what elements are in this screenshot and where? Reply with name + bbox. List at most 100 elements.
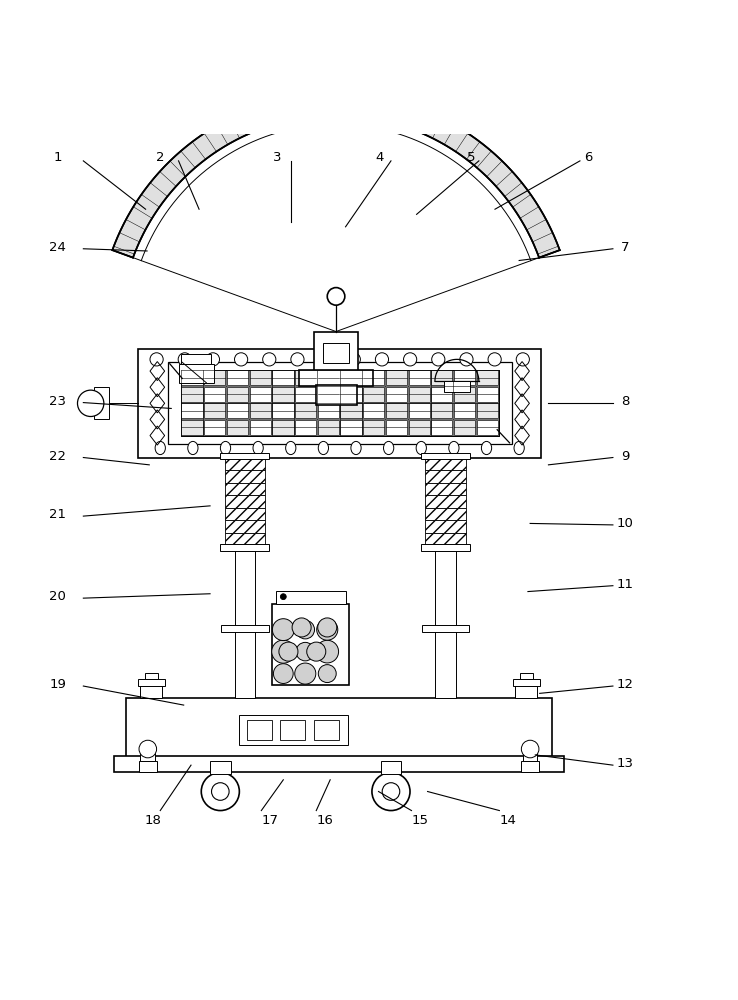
Bar [314, 720, 339, 740]
Bar [276, 591, 345, 604]
Circle shape [319, 353, 332, 366]
Circle shape [318, 618, 337, 637]
Bar [182, 370, 203, 385]
Bar [425, 458, 466, 470]
Bar [340, 370, 362, 385]
Ellipse shape [481, 441, 492, 455]
Circle shape [150, 353, 163, 366]
Bar [477, 387, 498, 402]
Bar [421, 544, 470, 551]
Bar [204, 420, 225, 435]
Bar [318, 403, 339, 418]
Ellipse shape [384, 441, 394, 455]
Ellipse shape [351, 441, 361, 455]
Bar [386, 387, 407, 402]
Text: 18: 18 [145, 814, 162, 827]
Text: 5: 5 [467, 151, 476, 164]
Bar [272, 420, 294, 435]
Circle shape [296, 620, 314, 639]
Circle shape [460, 353, 473, 366]
Bar [227, 403, 248, 418]
Bar [477, 420, 498, 435]
Circle shape [327, 288, 345, 305]
Bar [340, 420, 362, 435]
Bar [386, 420, 407, 435]
Bar [227, 420, 248, 435]
Ellipse shape [318, 441, 328, 455]
Circle shape [272, 640, 295, 663]
Bar [425, 495, 466, 508]
Bar [114, 756, 564, 772]
Bar [363, 387, 384, 402]
Bar [137, 679, 165, 686]
Circle shape [279, 642, 298, 661]
Text: 22: 22 [49, 450, 66, 463]
Bar [221, 544, 269, 551]
Bar [182, 387, 203, 402]
Bar [125, 698, 552, 758]
Circle shape [178, 353, 191, 366]
Bar [316, 385, 356, 405]
Text: 23: 23 [49, 395, 66, 408]
Circle shape [77, 390, 104, 417]
Circle shape [296, 642, 314, 661]
Bar [139, 761, 156, 772]
Text: 1: 1 [53, 151, 62, 164]
Bar [94, 387, 109, 419]
Bar [272, 604, 349, 685]
Ellipse shape [187, 441, 198, 455]
Circle shape [207, 353, 219, 366]
Text: 12: 12 [617, 678, 634, 691]
Bar [272, 403, 294, 418]
Bar [227, 387, 248, 402]
Text: 2: 2 [156, 151, 165, 164]
Circle shape [263, 353, 276, 366]
Bar [246, 720, 272, 740]
Bar [421, 625, 469, 632]
Ellipse shape [253, 441, 263, 455]
Circle shape [376, 353, 388, 366]
Bar [280, 720, 306, 740]
Bar [224, 470, 265, 483]
Text: 6: 6 [584, 151, 593, 164]
Bar [425, 483, 466, 495]
Text: 3: 3 [273, 151, 282, 164]
Bar [145, 673, 158, 679]
Bar [363, 420, 384, 435]
Ellipse shape [286, 441, 296, 455]
Circle shape [404, 353, 417, 366]
Bar [386, 403, 407, 418]
Text: 7: 7 [621, 241, 630, 254]
Bar [140, 753, 155, 761]
Bar [363, 403, 384, 418]
Bar [318, 387, 339, 402]
Bar [272, 370, 294, 385]
Bar [295, 387, 317, 402]
Circle shape [521, 740, 539, 758]
Bar [224, 483, 265, 495]
Circle shape [280, 594, 286, 600]
Bar [386, 370, 407, 385]
Bar [431, 420, 452, 435]
Bar [477, 370, 498, 385]
Bar [340, 403, 362, 418]
Bar [409, 387, 430, 402]
Bar [204, 387, 225, 402]
Bar [454, 370, 475, 385]
Bar [224, 520, 265, 533]
Circle shape [318, 665, 337, 683]
Bar [182, 354, 211, 364]
Bar [295, 370, 317, 385]
Bar [340, 387, 362, 402]
Text: 14: 14 [500, 814, 517, 827]
Bar [221, 453, 269, 459]
Text: 21: 21 [49, 508, 66, 521]
Circle shape [291, 353, 304, 366]
Ellipse shape [449, 441, 459, 455]
Bar [182, 420, 203, 435]
Bar [435, 551, 456, 698]
Ellipse shape [221, 441, 231, 455]
Text: 11: 11 [617, 578, 634, 591]
Bar [204, 370, 225, 385]
Bar [425, 508, 466, 520]
